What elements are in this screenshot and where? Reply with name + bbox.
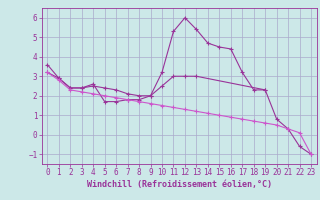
X-axis label: Windchill (Refroidissement éolien,°C): Windchill (Refroidissement éolien,°C) <box>87 180 272 189</box>
